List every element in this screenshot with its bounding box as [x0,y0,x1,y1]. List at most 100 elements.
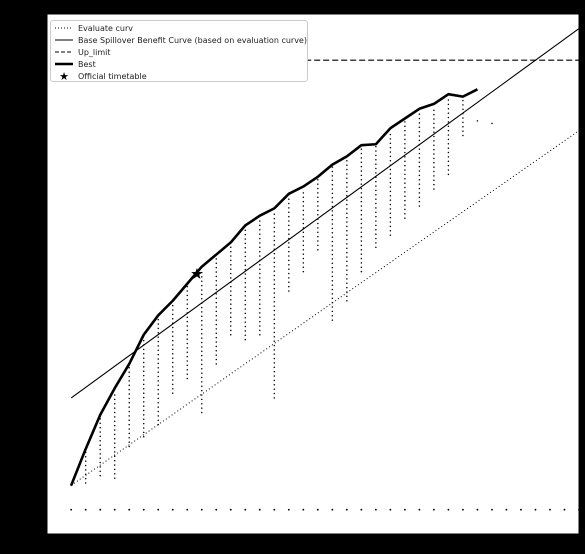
scatter-point-10-15 [215,297,218,300]
scatter-point-13-25 [259,224,261,227]
scatter-point-23-4 [404,199,406,202]
scatter-point-15-20 [288,202,290,205]
scatter-point-26-8 [447,138,450,141]
legend-label-official: Official timetable [78,71,147,81]
scatter-point-17-14 [317,187,319,190]
scatter-point-20-17 [360,196,363,198]
scatter-point-14-21 [273,305,276,307]
scatter-point-21-12 [375,194,377,196]
scatter-point-27-3 [462,121,464,124]
scatter-point-14-19 [273,314,276,316]
scatter-point-3-2 [113,468,116,471]
scatter-point-6-11 [157,375,159,378]
scatter-point-25-2 [433,179,435,181]
legend-label-up-limit: Up_limit [78,47,111,57]
scatter-point-6-9 [157,384,159,387]
scatter-point-21-13 [375,189,377,192]
scatter-point-15-9 [288,250,290,253]
scatter-point-20-24 [360,165,363,168]
scatter-point-5-4 [142,418,145,421]
scatter-point-9-7 [201,381,203,383]
scatter-point-3-17 [113,403,116,405]
scatter-point-8-1 [186,373,189,375]
scatter-point-16-16 [302,200,305,203]
scatter-point-10-6 [215,336,218,339]
scatter-point-1-1 [84,477,87,480]
scatter-point-3-13 [113,420,116,423]
scatter-point-27-2 [462,125,464,128]
scatter-point-22-22 [389,138,392,140]
svg-text:★: ★ [59,70,69,82]
scatter-point-18-24 [331,214,334,216]
scatter-point-4-17 [128,371,130,373]
scatter-point-8-9 [186,338,189,340]
scatter-point-11-6 [230,307,232,310]
scatter-point-3-18 [113,398,116,401]
scatter-point-27-7 [462,104,464,106]
legend-item-evaluate: Evaluate curv [55,22,133,34]
scatter-point-22-12 [389,181,392,184]
scatter-point-3-15 [113,411,116,414]
scatter-point-24-12 [418,152,421,155]
scatter-point-22-9 [389,195,392,197]
scatter-point-19-28 [346,177,348,180]
scatter-point-19-26 [346,186,348,188]
scatter-point-20-0 [360,270,363,273]
scatter-point-16-9 [302,231,305,233]
scatter-point-5-16 [142,366,145,368]
scatter-point-5-6 [142,409,145,412]
scatter-point-10-5 [215,341,218,343]
scatter-point-14-35 [273,244,276,246]
scatter-point-14-0 [273,397,276,399]
scatter-point-13-2 [259,325,261,327]
scatter-point-8-10 [186,333,189,336]
scatter-point-26-9 [447,134,450,136]
scatter-point-8-11 [186,329,189,332]
scatter-point-21-15 [375,180,377,183]
scatter-point-14-15 [273,331,276,334]
scatter-point-19-14 [346,238,348,241]
scatter-point-24-5 [418,183,421,185]
scatter-point-12-22 [244,242,247,245]
scatter-point-19-13 [346,243,348,245]
scatter-point-15-1 [288,285,290,288]
scatter-point-12-14 [244,277,247,280]
scatter-point-9-18 [201,333,203,335]
scatter-point-12-3 [244,325,247,328]
scatter-point-15-17 [288,215,290,218]
scatter-point-23-14 [404,156,406,158]
scatter-point-13-24 [259,229,261,231]
baseline-point-23 [403,508,406,511]
scatter-point-16-15 [302,205,305,207]
scatter-point-23-18 [404,138,406,141]
scatter-point-20-3 [360,257,363,260]
scatter-point-4-16 [128,375,130,378]
scatter-point-25-17 [433,113,435,116]
scatter-point-12-20 [244,251,247,253]
scatter-point-12-9 [244,299,247,301]
scatter-point-21-23 [375,145,377,148]
scatter-point-1-4 [84,464,87,467]
scatter-point-14-18 [273,318,276,320]
scatter-point-25-8 [433,153,435,155]
scatter-point-9-10 [201,368,203,370]
scatter-point-15-2 [288,281,290,284]
scatter-point-14-29 [273,270,276,272]
scatter-point-15-5 [288,268,290,270]
scatter-point-14-33 [273,252,276,255]
scatter-point-6-15 [157,358,159,360]
scatter-point-6-18 [157,345,159,347]
scatter-point-8-18 [186,299,189,301]
scatter-point-18-21 [331,227,334,230]
scatter-point-5-12 [142,383,145,386]
baseline-point-6 [157,508,160,511]
scatter-point-3-3 [113,464,116,466]
scatter-point-10-21 [215,271,218,273]
scatter-point-10-7 [215,332,218,335]
scatter-point-7-13 [171,335,174,337]
scatter-point-2-11 [99,426,101,429]
scatter-point-25-11 [433,140,435,142]
scatter-point-21-19 [375,163,377,165]
scatter-point-13-1 [259,329,261,332]
